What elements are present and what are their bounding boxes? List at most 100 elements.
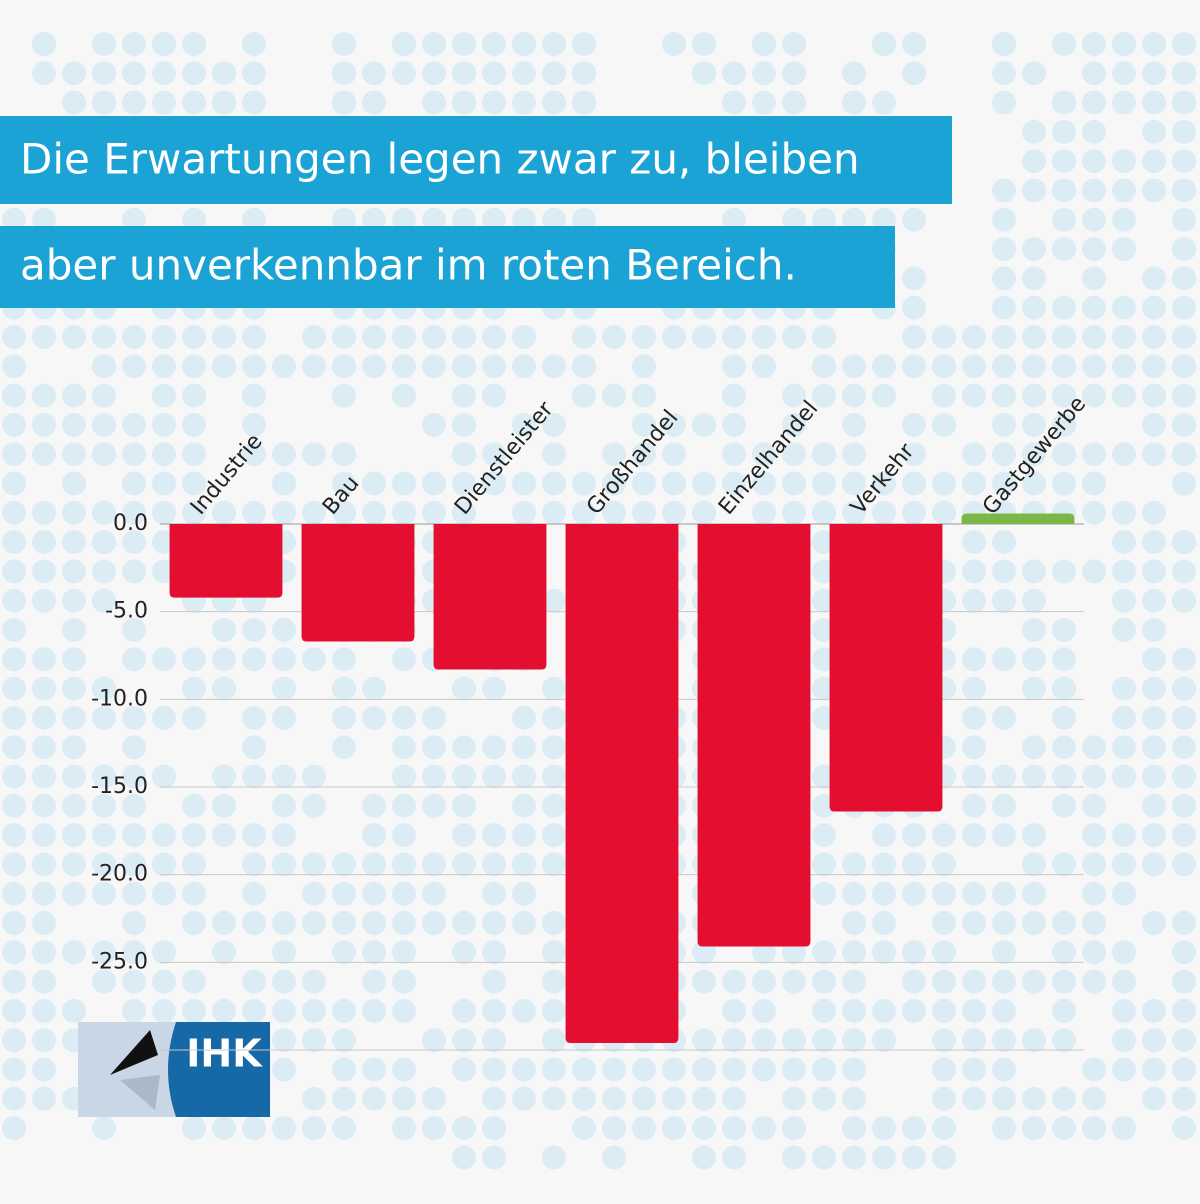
map-dot	[482, 1145, 506, 1170]
map-dot	[992, 471, 1016, 496]
map-dot	[932, 354, 956, 379]
map-dot	[392, 647, 416, 672]
map-dot	[362, 1057, 386, 1082]
map-dot	[272, 354, 296, 379]
map-dot	[1172, 61, 1196, 86]
map-dot	[62, 383, 86, 408]
map-dot	[1082, 354, 1106, 379]
map-dot	[332, 1116, 356, 1141]
logo-flag	[110, 1030, 158, 1075]
map-dot	[92, 412, 116, 437]
map-dot	[932, 1028, 956, 1053]
map-dot	[152, 32, 176, 56]
map-dot	[482, 823, 506, 848]
map-dot	[422, 500, 446, 525]
map-dot	[62, 530, 86, 555]
map-dot	[1022, 911, 1046, 935]
map-dot	[62, 500, 86, 525]
map-dot	[1112, 325, 1136, 349]
map-dot	[62, 442, 86, 467]
map-dot	[692, 325, 716, 349]
map-dot	[422, 764, 446, 789]
map-dot	[782, 90, 806, 115]
map-dot	[422, 207, 446, 232]
map-dot	[1082, 90, 1106, 115]
map-dot	[62, 881, 86, 906]
map-dot	[992, 325, 1016, 349]
map-dot	[32, 764, 56, 789]
map-dot	[242, 383, 266, 408]
map-dot	[392, 1057, 416, 1082]
map-dot	[992, 412, 1016, 437]
map-dot	[332, 61, 356, 86]
map-dot	[62, 618, 86, 642]
map-dot	[1082, 940, 1106, 965]
map-dot	[1022, 149, 1046, 174]
map-dot	[1052, 764, 1076, 789]
map-dot	[992, 1116, 1016, 1141]
map-dot	[62, 764, 86, 789]
map-dot	[332, 735, 356, 760]
map-dot	[1022, 881, 1046, 906]
map-dot	[1022, 178, 1046, 203]
map-dot	[1172, 442, 1196, 467]
map-dot	[692, 32, 716, 56]
map-dot	[62, 852, 86, 877]
map-dot	[122, 32, 146, 56]
map-dot	[362, 676, 386, 701]
map-dot	[542, 969, 566, 994]
map-dot	[2, 383, 26, 408]
map-dot	[362, 852, 386, 877]
map-dot	[1112, 735, 1136, 760]
map-dot	[452, 940, 476, 965]
map-dot	[122, 471, 146, 496]
map-dot	[992, 881, 1016, 906]
map-dot	[872, 1116, 896, 1141]
map-dot	[932, 383, 956, 408]
y-tick-label: 0.0	[113, 511, 148, 536]
map-dot	[842, 998, 866, 1023]
map-dot	[1172, 793, 1196, 818]
map-dot	[62, 940, 86, 965]
map-dot	[332, 90, 356, 115]
map-dot	[962, 705, 986, 730]
map-dot	[422, 32, 446, 56]
map-dot	[122, 940, 146, 965]
map-dot	[2, 793, 26, 818]
map-dot	[932, 881, 956, 906]
y-tick-label: -10.0	[91, 686, 148, 711]
map-dot	[872, 500, 896, 525]
map-dot	[242, 618, 266, 642]
map-dot	[1082, 32, 1106, 56]
map-dot	[1022, 588, 1046, 613]
map-dot	[122, 911, 146, 935]
map-dot	[1052, 149, 1076, 174]
map-dot	[212, 500, 236, 525]
map-dot	[752, 500, 776, 525]
map-dot	[2, 911, 26, 935]
map-dot	[602, 442, 626, 467]
map-dot	[1052, 705, 1076, 730]
map-dot	[602, 1116, 626, 1141]
map-dot	[122, 412, 146, 437]
map-dot	[1142, 178, 1166, 203]
map-dot	[722, 1028, 746, 1053]
map-dot	[392, 325, 416, 349]
map-dot	[182, 471, 206, 496]
map-dot	[1172, 911, 1196, 935]
map-dot	[182, 61, 206, 86]
map-dot	[752, 61, 776, 86]
map-dot	[92, 500, 116, 525]
map-dot	[962, 823, 986, 848]
map-dot	[302, 325, 326, 349]
map-dot	[452, 793, 476, 818]
map-dot	[542, 471, 566, 496]
map-dot	[212, 676, 236, 701]
map-dot	[722, 90, 746, 115]
map-dot	[782, 969, 806, 994]
map-dot	[182, 852, 206, 877]
map-dot	[62, 735, 86, 760]
map-dot	[92, 325, 116, 349]
map-dot	[212, 647, 236, 672]
map-dot	[992, 1028, 1016, 1053]
